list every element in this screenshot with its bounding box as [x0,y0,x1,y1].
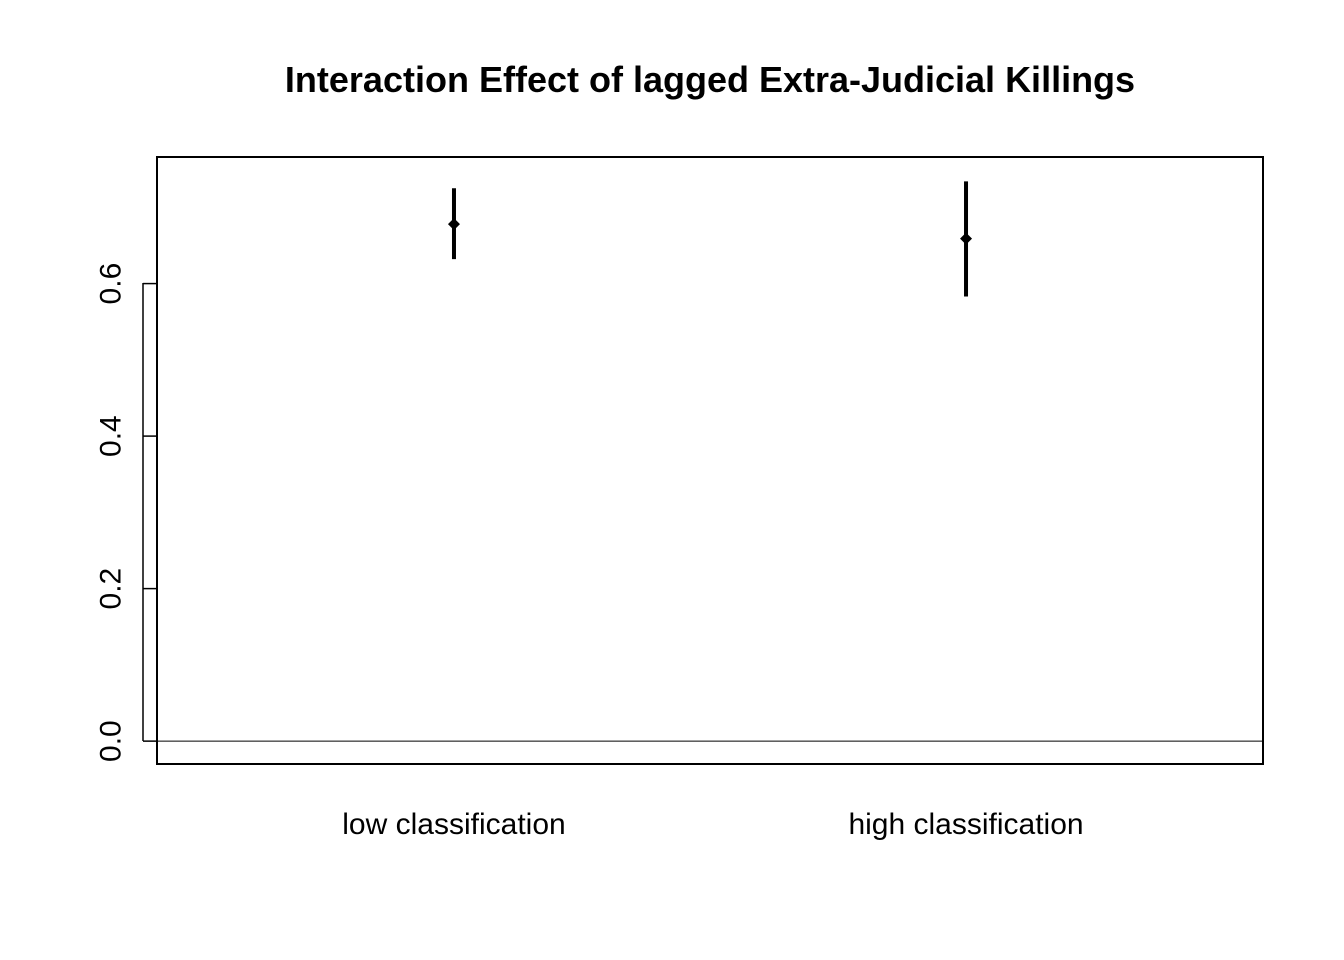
y-tick-label: 0.4 [95,415,128,457]
y-tick-label: 0.2 [95,568,128,610]
point-estimate [447,218,460,231]
category-label: low classification [342,808,565,841]
y-tick-label: 0.0 [95,720,128,762]
category-label: high classification [848,808,1083,841]
data-marks [447,181,973,297]
y-axis-ticks: 0.0 0.2 0.4 0.6 [95,263,157,762]
point-estimate [960,232,973,245]
y-tick-label: 0.6 [95,263,128,305]
chart-title: Interaction Effect of lagged Extra-Judic… [285,59,1135,100]
category-labels: low classification high classification [342,808,1083,841]
plot-frame [156,156,1264,765]
